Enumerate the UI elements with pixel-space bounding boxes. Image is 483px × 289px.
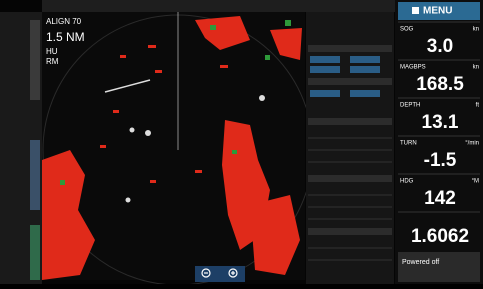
top-bar bbox=[42, 0, 395, 12]
info-panel bbox=[306, 12, 394, 284]
menu-icon bbox=[412, 7, 419, 14]
instrument-label: HDG bbox=[400, 179, 414, 185]
instrument-value: 13.1 bbox=[422, 112, 459, 133]
instrument-label: TURN bbox=[400, 141, 417, 147]
instrument-unit: °/min bbox=[465, 141, 479, 147]
instrument-label: SOG bbox=[400, 27, 414, 33]
side-tab[interactable] bbox=[30, 225, 40, 280]
instrument-label: DEPTH bbox=[400, 103, 420, 109]
motion: RM bbox=[46, 57, 59, 66]
instrument-unit: ft bbox=[476, 103, 480, 109]
instrument-value: 142 bbox=[424, 188, 456, 209]
range: 1.5 NM bbox=[46, 30, 85, 44]
instrument-unit: °M bbox=[472, 179, 479, 185]
range-label: ALIGN 70 bbox=[46, 17, 82, 26]
instrument-label: MAGBPS bbox=[400, 65, 426, 71]
page: ALIGN 70 1.5 NM HU RM MENU SOG kn 3.0 MAGBP… bbox=[0, 0, 483, 284]
status-box bbox=[398, 252, 480, 282]
menu-label: MENU bbox=[423, 6, 452, 17]
instrument-value: -1.5 bbox=[424, 150, 457, 171]
instrument-unit: kn bbox=[473, 27, 479, 33]
radar-screen: ALIGN 70 1.5 NM HU RM MENU SOG kn 3.0 MAGBP… bbox=[0, 0, 483, 284]
instrument-unit: kn bbox=[473, 65, 479, 71]
instrument-value: 1.6062 bbox=[411, 226, 469, 247]
orientation: HU bbox=[46, 47, 58, 56]
side-tab[interactable] bbox=[30, 140, 40, 210]
side-tab[interactable] bbox=[30, 20, 40, 100]
instrument-value: 168.5 bbox=[416, 74, 464, 95]
status: Powered off bbox=[402, 259, 439, 266]
instrument-value: 3.0 bbox=[427, 36, 453, 57]
